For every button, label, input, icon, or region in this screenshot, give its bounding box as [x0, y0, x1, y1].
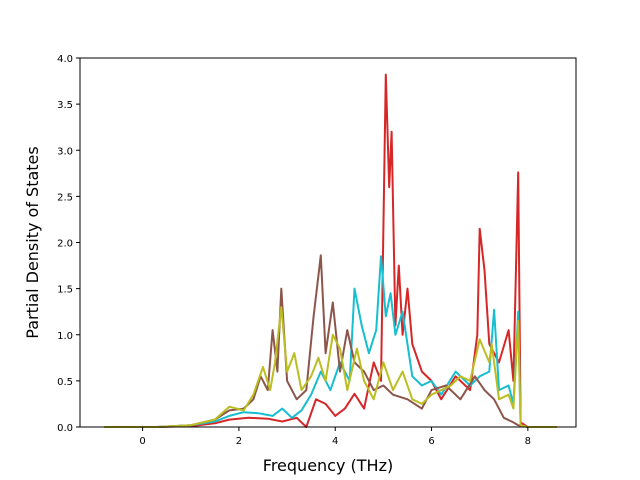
y-tick-label: 2.5: [57, 192, 73, 203]
series-line-4: [104, 306, 557, 428]
series-line-2: [104, 255, 557, 428]
x-tick-label: 6: [428, 436, 434, 447]
x-axis-ticks: 0 2 4 6 8: [139, 427, 531, 447]
series-line-1: [104, 73, 557, 428]
y-tick-label: 2.0: [57, 239, 73, 250]
x-tick-label: 8: [525, 436, 531, 447]
y-axis-label: Partial Density of States: [23, 146, 42, 338]
x-axis-label: Frequency (THz): [263, 456, 393, 475]
y-tick-label: 3.0: [57, 146, 73, 157]
x-tick-label: 4: [332, 436, 338, 447]
y-tick-label: 1.0: [57, 331, 73, 342]
y-tick-label: 0.0: [57, 423, 73, 434]
y-tick-label: 4.0: [57, 54, 73, 65]
y-axis-ticks: 0.0 0.5 1.0 1.5 2.0 2.5 3.0 3.5 4.0: [57, 54, 80, 434]
y-tick-label: 0.5: [57, 377, 73, 388]
x-tick-label: 0: [139, 436, 145, 447]
series-line-3: [104, 254, 557, 428]
y-tick-label: 1.5: [57, 285, 73, 296]
series-layer: [104, 73, 557, 428]
x-tick-label: 2: [236, 436, 242, 447]
y-tick-label: 3.5: [57, 100, 73, 111]
